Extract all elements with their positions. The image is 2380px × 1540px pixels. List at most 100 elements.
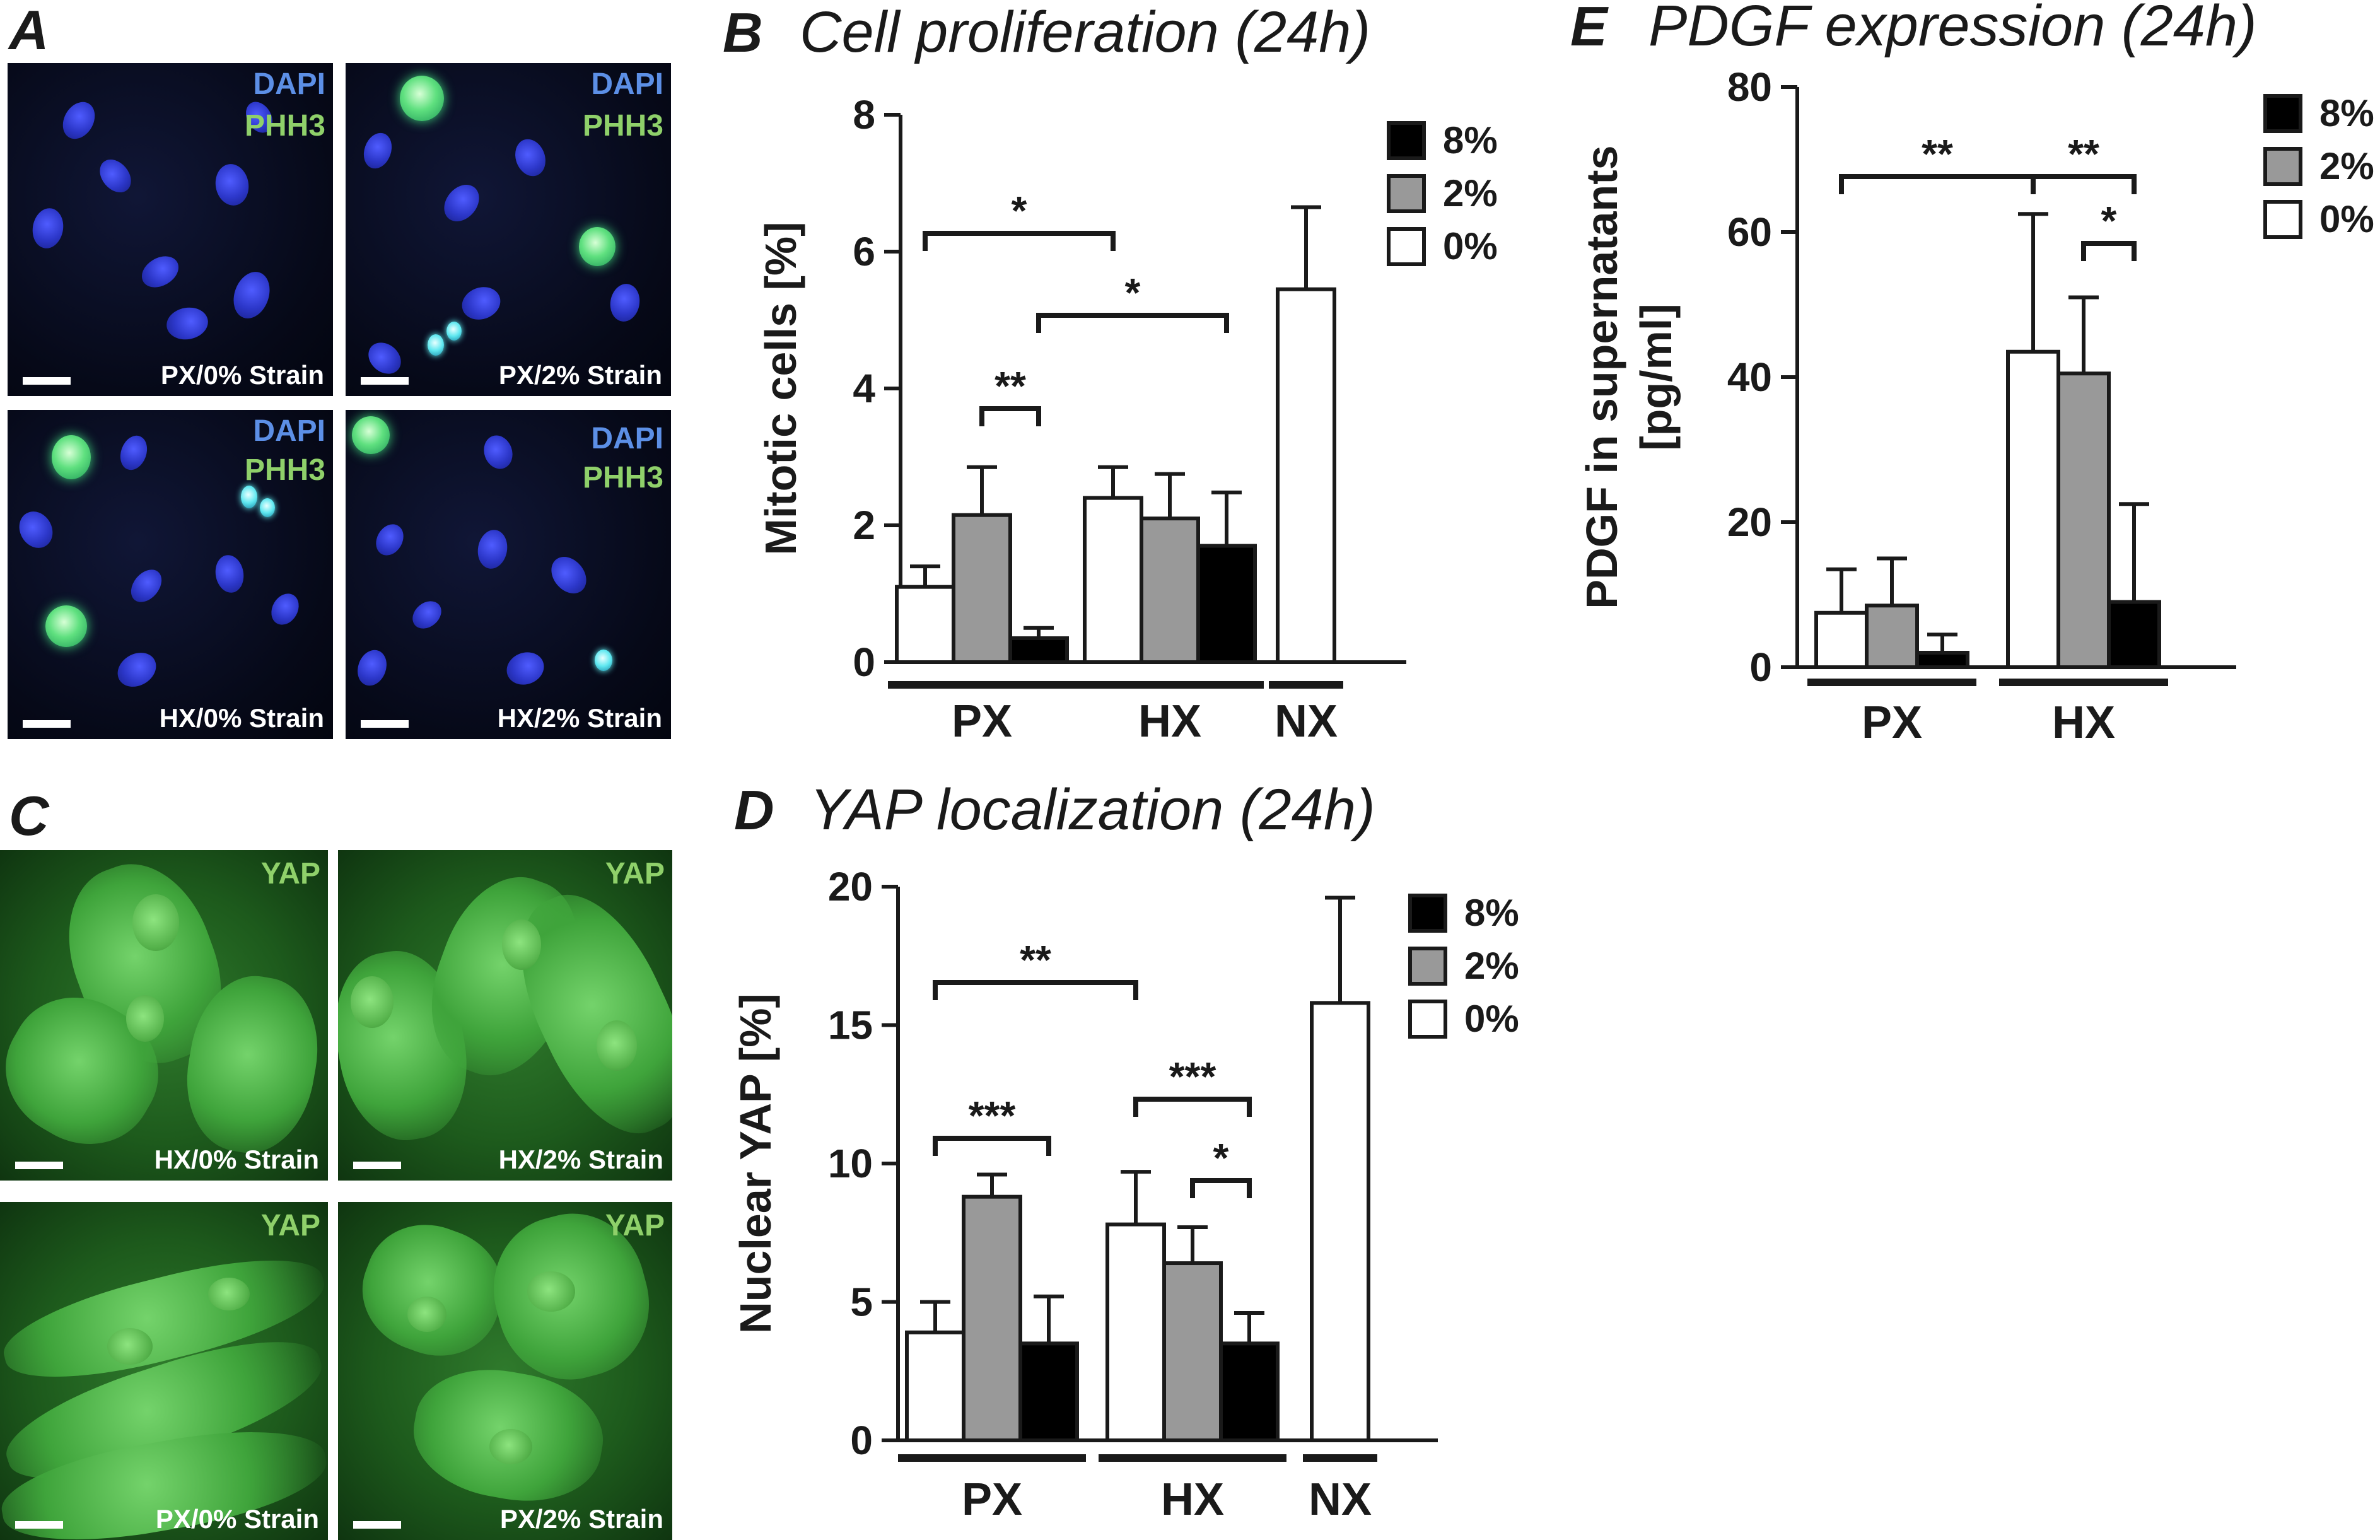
group-label: HX [2052, 697, 2115, 748]
micrograph-c3: YAP PX/0% Strain [0, 1202, 328, 1540]
significance-label: * [1125, 270, 1141, 315]
dapi-label: DAPI [591, 422, 663, 455]
nucleus [489, 1429, 532, 1464]
bar-px-0pct [905, 1330, 965, 1443]
condition-label: PX/0% Strain [160, 360, 324, 390]
micrograph-c4: YAP PX/2% Strain [338, 1202, 672, 1540]
bar-hx-8pct [2107, 600, 2161, 669]
panel-a-letter: A [9, 0, 49, 61]
bar-nx-0pct [1310, 1001, 1370, 1442]
chart-e: E PDGF expression (24h) 0 20 40 60 80 PDGF in s… [1570, 0, 2374, 748]
condition-label: HX/0% Strain [159, 703, 324, 733]
scale-bar [353, 1162, 401, 1169]
nucleus [407, 1297, 446, 1332]
condition-label: HX/2% Strain [498, 1145, 663, 1174]
scale-bar [23, 377, 71, 385]
condition-label: HX/0% Strain [154, 1145, 319, 1174]
legend-swatch-8pct [1408, 894, 1447, 933]
nucleus [527, 1271, 575, 1312]
significance-bracket [923, 231, 1116, 251]
yap-label: YAP [260, 1209, 320, 1242]
dividing-cell [400, 76, 444, 121]
legend-swatch-0pct [2263, 200, 2302, 239]
bar-px-8pct [1915, 651, 1969, 669]
significance-label: ** [2068, 131, 2099, 177]
legend-label: 8% [1443, 119, 1498, 161]
bar-px-2pct [962, 1194, 1022, 1443]
group-label: NX [1275, 696, 1338, 747]
significance-bracket [1839, 174, 2036, 194]
micrograph-a3: DAPI PHH3 HX/0% Strain [8, 410, 333, 739]
bar-px-8pct [1008, 636, 1069, 665]
bar-hx-2pct [2056, 371, 2111, 669]
yap-label: YAP [605, 857, 665, 890]
legend-swatch-0pct [1408, 1000, 1447, 1039]
group-label: PX [1862, 697, 1922, 748]
group-label: NX [1309, 1474, 1372, 1525]
legend-label: 0% [1464, 998, 1519, 1040]
significance-bracket [1190, 1178, 1252, 1198]
yap-label: YAP [260, 857, 320, 890]
y-tick-label: 8 [853, 92, 875, 137]
micrograph-a4: DAPI PHH3 HX/2% Strain [346, 410, 671, 739]
bar-px-0pct [895, 585, 955, 665]
panel-letter: E [1570, 0, 1609, 57]
chart-d: D YAP localization (24h) 0 5 10 15 20 Nuclear Y… [731, 778, 1519, 1525]
y-tick-label: 5 [850, 1280, 873, 1325]
bar-hx-2pct [1162, 1261, 1223, 1443]
group-label: PX [962, 1474, 1022, 1525]
y-tick-label: 60 [1727, 209, 1772, 255]
significance-label: *** [1169, 1054, 1216, 1099]
panel-letter: D [734, 779, 774, 841]
scale-bar [361, 720, 409, 728]
legend-swatch-2pct [1387, 174, 1426, 213]
legend-label: 8% [1464, 892, 1519, 934]
legend-label: 0% [1443, 225, 1498, 267]
micrograph-a2: DAPI PHH3 PX/2% Strain [346, 63, 671, 396]
group-label: HX [1138, 696, 1201, 747]
nucleus [126, 995, 164, 1042]
dividing-cell [595, 650, 612, 671]
dividing-cell [241, 486, 257, 508]
nucleus [597, 1020, 637, 1071]
significance-bracket [1036, 313, 1229, 333]
significance-bracket [979, 406, 1041, 426]
significance-bracket [2031, 174, 2137, 194]
panel-letter: B [723, 1, 763, 64]
bar-px-2pct [952, 513, 1012, 664]
dapi-label: DAPI [253, 67, 325, 101]
bar-nx-0pct [1276, 287, 1336, 664]
dividing-cell [352, 416, 390, 454]
chart-title: Cell proliferation (24h) [800, 0, 1370, 64]
dividing-cell [52, 435, 91, 479]
nucleus [107, 1328, 153, 1365]
y-tick-label: 4 [853, 366, 875, 411]
nucleus [502, 919, 541, 970]
legend-swatch-2pct [1408, 947, 1447, 986]
significance-label: * [1012, 188, 1027, 233]
significance-bracket [2081, 241, 2137, 261]
y-tick-label: 0 [1749, 645, 1772, 690]
group-label: PX [952, 696, 1012, 747]
bar-hx-0pct [2006, 349, 2060, 669]
significance-label: * [2101, 198, 2117, 243]
chart-title: YAP localization (24h) [810, 778, 1375, 842]
nucleus [132, 894, 179, 951]
scale-bar [23, 720, 71, 728]
condition-label: PX/0% Strain [155, 1504, 319, 1534]
y-tick-label: 0 [850, 1418, 873, 1463]
bar-px-0pct [1814, 610, 1869, 669]
legend-swatch-8pct [1387, 121, 1426, 160]
yap-label: YAP [605, 1209, 665, 1242]
y-tick-label: 0 [853, 639, 875, 685]
legend-label: 2% [1464, 945, 1519, 987]
dividing-cell [260, 498, 275, 517]
micrograph-c1: YAP HX/0% Strain [0, 850, 328, 1181]
bar-hx-8pct [1219, 1341, 1280, 1443]
y-tick-label: 40 [1727, 354, 1772, 400]
significance-bracket [933, 980, 1138, 1000]
chart-title: PDGF expression (24h) [1648, 0, 2257, 58]
significance-label: ** [995, 363, 1026, 409]
bar-hx-2pct [1140, 516, 1200, 665]
